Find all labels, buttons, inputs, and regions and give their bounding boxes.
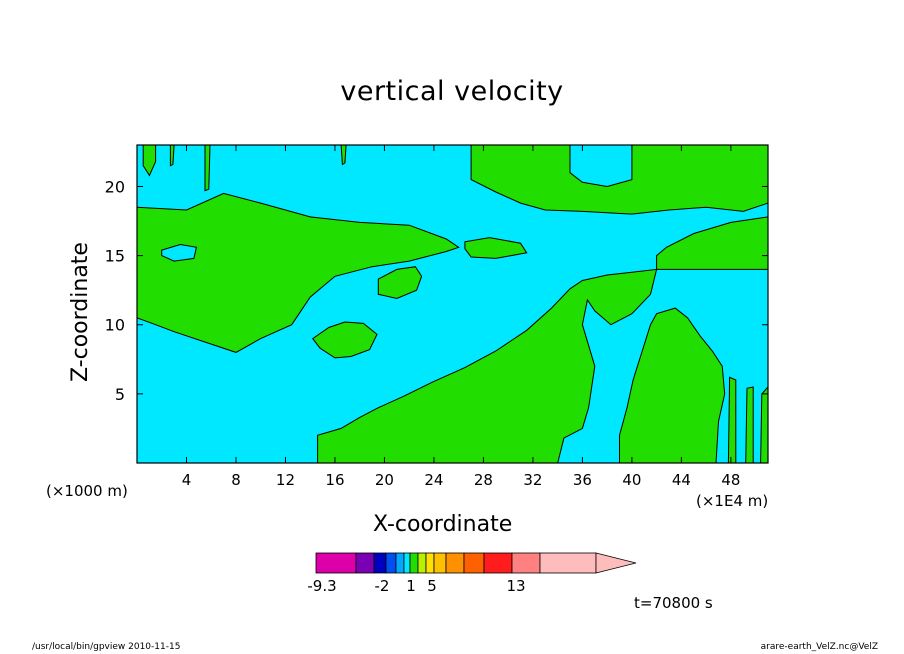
colorbar-cell	[395, 552, 405, 574]
contour-region-lower-center	[317, 268, 658, 463]
contour-region-top-left-strip-c	[204, 145, 211, 192]
colorbar-label: 5	[427, 577, 437, 595]
contour-region-bottom-right-strips-c	[760, 386, 768, 463]
y-tick-label: 20	[105, 177, 125, 196]
contour-region-left-hole	[161, 243, 198, 262]
colorbar-label: -9.3	[307, 577, 336, 595]
x-unit-note: (×1000 m)	[46, 482, 128, 500]
contour-region-bottom-right-strips-b	[745, 386, 754, 463]
x-tick-label: 48	[721, 471, 740, 489]
colorbar-cell	[539, 552, 597, 574]
colorbar-label: 1	[406, 577, 416, 595]
x-tick-label: 36	[573, 471, 592, 489]
y-tick-label: 10	[105, 316, 125, 335]
colorbar-cell	[463, 552, 485, 574]
plot-frame	[136, 144, 769, 464]
contour-region-blob-28	[464, 237, 528, 259]
colorbar-cell	[409, 552, 419, 574]
x-tick-label: 32	[523, 471, 542, 489]
colorbar-cell	[511, 552, 541, 574]
chart-title: vertical velocity	[340, 76, 564, 107]
colorbar-cell	[483, 552, 513, 574]
x-tick-label: 28	[474, 471, 493, 489]
time-stamp: t=70800 s	[634, 594, 713, 612]
colorbar-cell	[417, 552, 427, 574]
x-tick-label: 12	[276, 471, 295, 489]
colorbar: -9.3 -2 1 5 13	[307, 552, 637, 595]
colorbar-cell	[373, 552, 387, 574]
x-axis-label: X-coordinate	[373, 512, 513, 537]
x-tick-label: 40	[622, 471, 641, 489]
colorbar-cell	[355, 552, 375, 574]
contour-region-top-left-strip-b	[169, 145, 175, 167]
contour-region-top-left-strip-a	[142, 145, 157, 177]
colorbar-arrow	[595, 552, 637, 574]
contour-region-upper-right-hole	[569, 145, 633, 188]
contour-region-mid-right-band	[656, 216, 768, 270]
x-tick-label: 20	[375, 471, 394, 489]
colorbar-label: 13	[506, 577, 525, 595]
footer-left: /usr/local/bin/gpview 2010-11-15	[32, 642, 181, 652]
colorbar-cell	[445, 552, 465, 574]
x-tick-label: 44	[672, 471, 691, 489]
y-tick-label: 15	[105, 247, 125, 266]
x-tick-label: 8	[231, 471, 241, 489]
x-tick-label: 16	[325, 471, 344, 489]
colorbar-cell	[403, 552, 411, 574]
contour-region-upper-left-tongue	[137, 192, 460, 353]
contour-region-top-mid-sliver	[340, 145, 347, 166]
x-tick-label: 24	[424, 471, 443, 489]
footer-right: arare-earth_VelZ.nc@VelZ	[760, 642, 878, 652]
y-tick-label: 5	[115, 385, 125, 404]
contour-region-lower-right	[619, 307, 726, 463]
contour-region-blob-17	[311, 321, 378, 359]
x-unit-note-2: (×1E4 m)	[696, 492, 769, 510]
contour-region-blob-22	[377, 266, 423, 300]
contour-region-bottom-right-strips-a	[727, 376, 737, 463]
colorbar-label: -2	[375, 577, 390, 595]
colorbar-cell	[425, 552, 435, 574]
colorbar-cell	[385, 552, 397, 574]
y-axis-label: Z-coordinate	[68, 242, 93, 382]
colorbar-cell	[315, 552, 357, 574]
colorbar-cell	[433, 552, 447, 574]
x-tick-label: 4	[182, 471, 192, 489]
